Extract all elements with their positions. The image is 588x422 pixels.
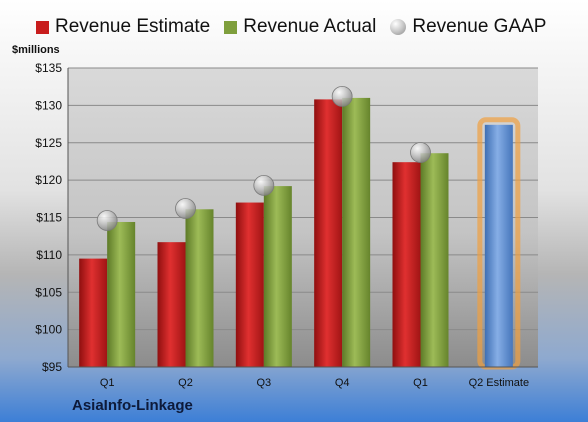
legend-item-estimate: Revenue Estimate	[36, 16, 210, 38]
bar-revenue-estimate	[314, 99, 343, 368]
y-axis-unit-label: $millions	[12, 44, 60, 56]
legend-item-actual: Revenue Actual	[224, 16, 376, 38]
legend-label-actual: Revenue Actual	[243, 16, 377, 37]
y-tick-label: $105	[35, 285, 62, 299]
y-tick-label: $125	[35, 136, 62, 150]
axis-layer: $95 $100 $105 $110 $115 $120 $125 $130 $135 Q1 Q2 Q…	[35, 61, 538, 389]
x-tick-label: Q2 Estimate	[469, 377, 530, 389]
bar-revenue-actual	[342, 97, 371, 368]
x-tick-label: Q3	[256, 377, 271, 389]
bar-revenue-estimate	[79, 258, 108, 367]
legend-label-gaap: Revenue GAAP	[412, 16, 547, 37]
legend: Revenue Estimate Revenue Actual Revenue …	[36, 16, 546, 38]
y-tick-label: $135	[35, 61, 62, 75]
actual-swatch	[224, 20, 238, 34]
x-tick-label: Q1	[100, 377, 115, 389]
y-tick-label: $100	[35, 323, 62, 337]
x-tick-label: Q2	[178, 377, 193, 389]
estimate-swatch	[36, 20, 49, 34]
bar-revenue-actual	[185, 209, 214, 367]
y-tick-label: $95	[42, 360, 62, 374]
bar-revenue-estimate	[235, 202, 264, 367]
gaap-swatch	[390, 19, 407, 35]
legend-label-estimate: Revenue Estimate	[55, 16, 211, 37]
bar-layer	[79, 97, 521, 370]
gaap-layer	[96, 86, 431, 231]
legend-item-gaap: Revenue GAAP	[390, 16, 546, 38]
grid-layer	[68, 67, 538, 368]
point-revenue-gaap	[331, 86, 353, 107]
x-tick-label: Q4	[335, 377, 350, 389]
point-revenue-gaap	[410, 142, 431, 163]
y-tick-label: $110	[36, 248, 62, 262]
bar-revenue-actual	[107, 221, 136, 367]
company-label: AsiaInfo-Linkage	[72, 397, 193, 414]
y-tick-label: $115	[36, 211, 62, 225]
point-revenue-gaap	[253, 174, 275, 196]
y-tick-label: $130	[35, 98, 62, 112]
bar-revenue-actual	[263, 186, 292, 367]
y-tick-label: $120	[35, 173, 62, 187]
bar-revenue-estimate	[157, 242, 186, 367]
bar-revenue-actual	[420, 153, 449, 367]
point-revenue-gaap	[175, 198, 196, 219]
point-revenue-gaap	[96, 210, 118, 231]
bar-forecast-estimate	[484, 124, 513, 367]
x-tick-label: Q1	[413, 377, 428, 389]
bar-revenue-estimate	[392, 162, 421, 367]
